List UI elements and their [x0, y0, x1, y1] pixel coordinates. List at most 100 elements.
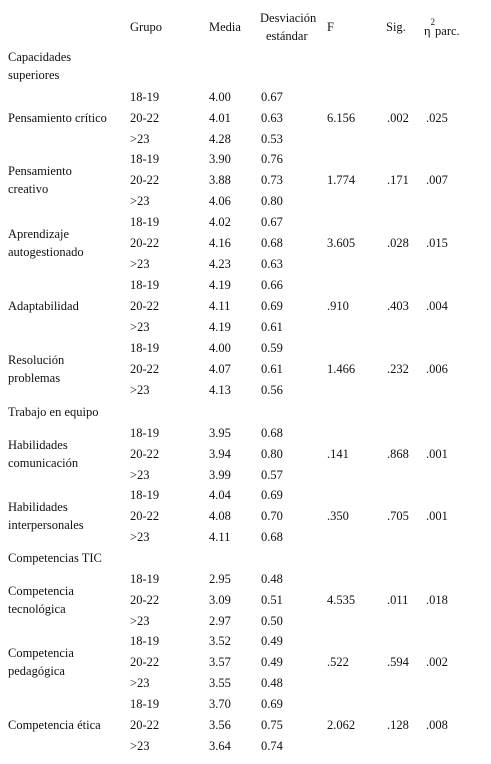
cell-eta: .001 [426, 508, 448, 523]
cell-eta: .007 [426, 172, 448, 187]
cell-grupo: 20-22 [130, 592, 160, 607]
row-label: problemas [8, 370, 61, 385]
row-label: tecnológica [8, 601, 66, 616]
cell-sig: .403 [387, 298, 409, 313]
cell-media: 4.07 [209, 361, 231, 376]
cell-f: 1.774 [327, 172, 356, 187]
eta-superscript: 2 [430, 17, 436, 27]
cell-media: 2.97 [209, 613, 231, 628]
cell-grupo: >23 [130, 319, 150, 334]
cell-sig: .128 [387, 717, 409, 732]
cell-eta: .004 [426, 298, 448, 313]
row-label: Aprendizaje [8, 226, 70, 241]
cell-desviacion: 0.48 [261, 572, 283, 586]
cell-desviacion: 0.73 [261, 172, 283, 187]
row-label: Pensamiento crítico [8, 110, 107, 125]
cell-media: 3.95 [209, 426, 231, 440]
cell-f: 4.535 [327, 592, 356, 607]
cell-desviacion: 0.51 [261, 592, 283, 607]
cell-grupo: 20-22 [130, 361, 160, 376]
cell-grupo: 20-22 [130, 654, 160, 669]
cell-media: 4.06 [209, 193, 231, 208]
header-media: Media [209, 20, 241, 34]
section-title: Trabajo en equipo [8, 405, 99, 419]
cell-desviacion: 0.56 [261, 382, 283, 397]
cell-f: .141 [327, 446, 349, 461]
cell-desviacion: 0.63 [261, 110, 283, 125]
cell-desviacion: 0.49 [261, 634, 283, 648]
eta-suffix: parc. [435, 24, 460, 39]
cell-sig: .011 [387, 592, 409, 607]
cell-grupo: 20-22 [130, 508, 160, 523]
row-label: interpersonales [8, 517, 84, 532]
row-label: pedagógica [8, 663, 65, 678]
section-title: Competencias TIC [8, 551, 102, 565]
cell-eta: .018 [426, 592, 448, 607]
row-label: Adaptabilidad [8, 298, 79, 313]
cell-grupo: >23 [130, 529, 150, 544]
cell-media: 4.16 [209, 235, 231, 250]
cell-media: 3.99 [209, 467, 231, 482]
cell-media: 4.02 [209, 215, 231, 229]
cell-grupo: 18-19 [130, 278, 160, 292]
cell-desviacion: 0.57 [261, 467, 283, 482]
cell-grupo: 18-19 [130, 697, 160, 711]
cell-media: 4.00 [209, 90, 231, 104]
cell-media: 4.11 [209, 298, 231, 313]
cell-media: 3.90 [209, 152, 231, 166]
cell-media: 4.19 [209, 319, 231, 334]
cell-desviacion: 0.67 [261, 215, 283, 229]
row-label: autogestionado [8, 244, 84, 259]
cell-desviacion: 0.80 [261, 446, 283, 461]
cell-grupo: 18-19 [130, 341, 160, 355]
row-label: comunicación [8, 455, 79, 470]
header-grupo: Grupo [130, 20, 162, 34]
cell-media: 3.64 [209, 738, 231, 753]
cell-media: 3.56 [209, 717, 231, 732]
cell-grupo: >23 [130, 131, 150, 146]
cell-media: 2.95 [209, 572, 231, 586]
header-eta: η2parc. [424, 17, 460, 39]
cell-grupo: 20-22 [130, 298, 160, 313]
cell-media: 4.19 [209, 278, 231, 292]
cell-sig: .171 [387, 172, 409, 187]
cell-sig: .868 [387, 446, 409, 461]
section-title: superiores [8, 68, 60, 82]
cell-grupo: 18-19 [130, 215, 160, 229]
cell-grupo: 18-19 [130, 634, 160, 648]
header-f: F [327, 20, 334, 34]
cell-desviacion: 0.70 [261, 508, 283, 523]
cell-f: .350 [327, 508, 349, 523]
cell-desviacion: 0.66 [261, 278, 283, 292]
cell-grupo: >23 [130, 675, 150, 690]
cell-grupo: >23 [130, 256, 150, 271]
cell-media: 4.08 [209, 508, 231, 523]
row-label: Habilidades [8, 437, 68, 452]
cell-desviacion: 0.69 [261, 697, 283, 711]
row-label: Competencia [8, 583, 74, 598]
cell-desviacion: 0.69 [261, 298, 283, 313]
cell-media: 3.09 [209, 592, 231, 607]
cell-grupo: 18-19 [130, 572, 160, 586]
cell-desviacion: 0.68 [261, 426, 283, 440]
cell-desviacion: 0.61 [261, 361, 283, 376]
cell-f: .522 [327, 654, 349, 669]
cell-desviacion: 0.68 [261, 235, 283, 250]
cell-desviacion: 0.59 [261, 341, 283, 355]
cell-media: 4.13 [209, 382, 231, 397]
cell-sig: .594 [387, 654, 409, 669]
cell-desviacion: 0.69 [261, 488, 283, 502]
row-label: Pensamiento [8, 163, 72, 178]
cell-desviacion: 0.80 [261, 193, 283, 208]
cell-grupo: 20-22 [130, 110, 160, 125]
cell-media: 4.01 [209, 110, 231, 125]
cell-media: 4.04 [209, 488, 231, 502]
cell-media: 4.28 [209, 131, 231, 146]
cell-grupo: 20-22 [130, 446, 160, 461]
cell-desviacion: 0.63 [261, 256, 283, 271]
cell-desviacion: 0.75 [261, 717, 283, 732]
cell-media: 3.88 [209, 172, 231, 187]
row-label: Competencia [8, 645, 74, 660]
cell-sig: .002 [387, 110, 409, 125]
header-sig: Sig. [386, 20, 406, 34]
